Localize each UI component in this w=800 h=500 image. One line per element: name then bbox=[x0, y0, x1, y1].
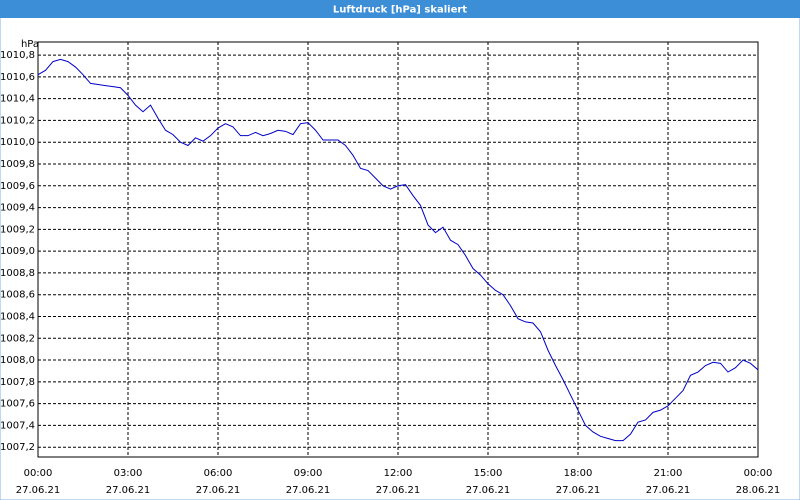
x-tick-label: 18:00 bbox=[564, 468, 593, 479]
y-tick-label: 1010,2 bbox=[0, 115, 35, 126]
y-tick-label: 1008,2 bbox=[0, 333, 35, 344]
x-tick-label: 00:00 bbox=[744, 468, 773, 479]
y-tick-label: 1010,4 bbox=[0, 94, 35, 105]
y-tick-label: 1008,4 bbox=[0, 311, 35, 322]
x-tick-label: 12:00 bbox=[384, 468, 413, 479]
x-tick-label: 21:00 bbox=[654, 468, 683, 479]
y-tick-label: 1009,8 bbox=[0, 159, 35, 170]
x-tick-date: 27.06.21 bbox=[376, 485, 421, 496]
y-tick-label: 1008,0 bbox=[0, 355, 35, 366]
y-tick-label: 1010,8 bbox=[0, 50, 35, 61]
y-tick-label: 1007,8 bbox=[0, 377, 35, 388]
y-tick-label: 1008,6 bbox=[0, 290, 35, 301]
x-tick-label: 09:00 bbox=[294, 468, 323, 479]
x-tick-label: 15:00 bbox=[474, 468, 503, 479]
x-tick-date: 27.06.21 bbox=[466, 485, 511, 496]
x-tick-date: 27.06.21 bbox=[16, 485, 61, 496]
x-tick-date: 27.06.21 bbox=[646, 485, 691, 496]
x-tick-date: 27.06.21 bbox=[106, 485, 151, 496]
x-tick-label: 03:00 bbox=[114, 468, 143, 479]
y-tick-label: 1007,6 bbox=[0, 399, 35, 410]
x-tick-date: 28.06.21 bbox=[736, 485, 781, 496]
data-line bbox=[37, 58, 759, 442]
y-unit: hPa bbox=[21, 39, 39, 50]
x-tick-date: 27.06.21 bbox=[556, 485, 601, 496]
y-tick-label: 1009,6 bbox=[0, 181, 35, 192]
y-tick-label: 1008,8 bbox=[0, 268, 35, 279]
chart-title: Luftdruck [hPa] skaliert bbox=[333, 5, 467, 16]
x-tick-label: 00:00 bbox=[24, 468, 53, 479]
x-tick-date: 27.06.21 bbox=[196, 485, 241, 496]
y-tick-label: 1010,6 bbox=[0, 72, 35, 83]
title-bar bbox=[0, 0, 800, 18]
y-tick-label: 1007,4 bbox=[0, 420, 35, 431]
y-tick-label: 1009,4 bbox=[0, 203, 35, 214]
x-tick-label: 06:00 bbox=[204, 468, 233, 479]
y-tick-label: 1009,2 bbox=[0, 224, 35, 235]
y-tick-label: 1010,0 bbox=[0, 137, 35, 148]
y-tick-label: 1009,0 bbox=[0, 246, 35, 257]
x-tick-date: 27.06.21 bbox=[286, 485, 331, 496]
y-tick-label: 1007,2 bbox=[0, 442, 35, 453]
